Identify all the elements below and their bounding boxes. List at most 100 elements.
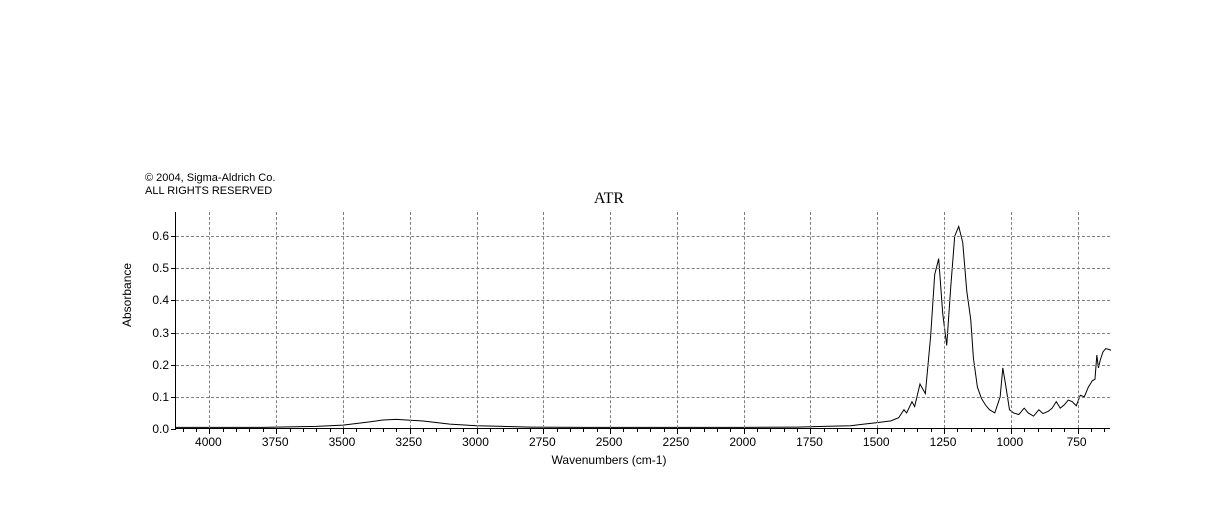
ytick-mark — [171, 236, 176, 237]
xtick-minor — [931, 428, 932, 432]
xtick-minor — [837, 428, 838, 432]
xtick-label: 3750 — [262, 435, 289, 449]
xtick-minor — [730, 428, 731, 432]
gridline-vertical — [477, 212, 478, 428]
xtick-minor — [864, 428, 865, 432]
xtick-minor — [503, 428, 504, 432]
ytick-mark — [171, 268, 176, 269]
xtick-minor — [290, 428, 291, 432]
plot-area — [175, 212, 1110, 429]
xtick-label: 3500 — [329, 435, 356, 449]
xtick-minor — [784, 428, 785, 432]
xtick-minor — [1051, 428, 1052, 432]
y-axis-label: Absorbance — [120, 263, 134, 327]
xtick-label: 2750 — [529, 435, 556, 449]
xtick-minor — [223, 428, 224, 432]
xtick-minor — [957, 428, 958, 432]
xtick-minor — [597, 428, 598, 432]
xtick-minor — [1104, 428, 1105, 432]
xtick-minor — [517, 428, 518, 432]
xtick-minor — [196, 428, 197, 432]
gridline-horizontal — [176, 236, 1110, 237]
gridline-vertical — [1078, 212, 1079, 428]
xtick-label: 3250 — [395, 435, 422, 449]
xtick-minor — [1091, 428, 1092, 432]
xtick-minor — [490, 428, 491, 432]
xtick-minor — [650, 428, 651, 432]
xtick-label: 3000 — [462, 435, 489, 449]
gridline-vertical — [209, 212, 210, 428]
ytick-label: 0.4 — [152, 293, 169, 307]
gridline-vertical — [610, 212, 611, 428]
gridline-horizontal — [176, 300, 1110, 301]
xtick-minor — [904, 428, 905, 432]
x-axis-label: Wavenumbers (cm-1) — [0, 453, 1218, 467]
xtick-major — [543, 428, 544, 434]
gridline-vertical — [343, 212, 344, 428]
xtick-label: 1000 — [996, 435, 1023, 449]
xtick-major — [276, 428, 277, 434]
xtick-minor — [316, 428, 317, 432]
xtick-minor — [757, 428, 758, 432]
xtick-minor — [356, 428, 357, 432]
ytick-label: 0.6 — [152, 229, 169, 243]
xtick-minor — [249, 428, 250, 432]
xtick-minor — [1064, 428, 1065, 432]
xtick-minor — [851, 428, 852, 432]
xtick-minor — [717, 428, 718, 432]
ytick-label: 0.0 — [152, 422, 169, 436]
gridline-vertical — [410, 212, 411, 428]
xtick-minor — [997, 428, 998, 432]
xtick-minor — [396, 428, 397, 432]
chart-container: 0.00.10.20.30.40.50.64000375035003250300… — [175, 212, 1110, 429]
xtick-minor — [450, 428, 451, 432]
xtick-label: 4000 — [195, 435, 222, 449]
ytick-mark — [171, 333, 176, 334]
ytick-label: 0.5 — [152, 261, 169, 275]
xtick-minor — [423, 428, 424, 432]
xtick-minor — [436, 428, 437, 432]
copyright-line1: © 2004, Sigma-Aldrich Co. — [145, 172, 275, 185]
xtick-major — [610, 428, 611, 434]
xtick-major — [810, 428, 811, 434]
gridline-vertical — [543, 212, 544, 428]
xtick-minor — [557, 428, 558, 432]
xtick-label: 1500 — [863, 435, 890, 449]
xtick-minor — [183, 428, 184, 432]
ytick-mark — [171, 300, 176, 301]
gridline-horizontal — [176, 397, 1110, 398]
xtick-minor — [1024, 428, 1025, 432]
xtick-label: 1250 — [930, 435, 957, 449]
xtick-minor — [690, 428, 691, 432]
gridline-vertical — [677, 212, 678, 428]
gridline-horizontal — [176, 365, 1110, 366]
gridline-horizontal — [176, 333, 1110, 334]
ytick-label: 0.2 — [152, 358, 169, 372]
gridline-vertical — [810, 212, 811, 428]
gridline-vertical — [877, 212, 878, 428]
xtick-major — [744, 428, 745, 434]
chart-title: ATR — [0, 190, 1218, 208]
xtick-major — [677, 428, 678, 434]
xtick-major — [343, 428, 344, 434]
xtick-minor — [303, 428, 304, 432]
xtick-major — [1011, 428, 1012, 434]
ytick-mark — [171, 365, 176, 366]
xtick-minor — [623, 428, 624, 432]
xtick-major — [410, 428, 411, 434]
xtick-minor — [797, 428, 798, 432]
xtick-minor — [704, 428, 705, 432]
xtick-minor — [637, 428, 638, 432]
xtick-minor — [664, 428, 665, 432]
ytick-mark — [171, 429, 176, 430]
xtick-minor — [530, 428, 531, 432]
xtick-minor — [891, 428, 892, 432]
xtick-major — [877, 428, 878, 434]
xtick-minor — [824, 428, 825, 432]
xtick-minor — [236, 428, 237, 432]
ytick-mark — [171, 397, 176, 398]
xtick-minor — [463, 428, 464, 432]
xtick-minor — [383, 428, 384, 432]
ytick-label: 0.1 — [152, 390, 169, 404]
xtick-minor — [770, 428, 771, 432]
